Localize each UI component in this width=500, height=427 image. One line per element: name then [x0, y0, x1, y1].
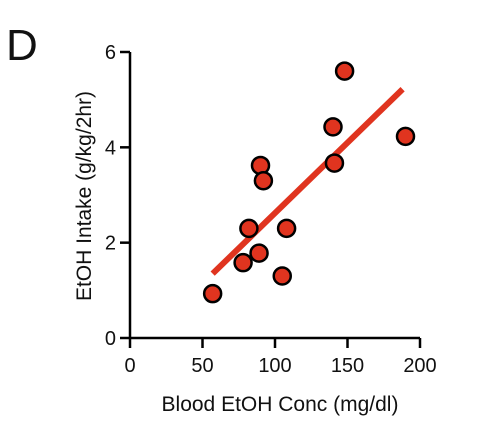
x-axis-title: Blood EtOH Conc (mg/dl) — [162, 393, 399, 416]
x-tick-label: 200 — [403, 355, 436, 377]
axes — [128, 52, 420, 340]
regression-line — [210, 87, 405, 276]
x-tick-label: 0 — [124, 355, 135, 377]
x-tick-label: 50 — [191, 355, 213, 377]
data-point — [202, 283, 223, 304]
data-point — [233, 252, 253, 273]
data-point — [334, 61, 355, 81]
x-tick-label: 150 — [331, 355, 364, 377]
data-point — [239, 218, 259, 239]
y-tick-label: 4 — [105, 137, 116, 159]
data-point — [324, 153, 345, 173]
x-axis-ticks: 0 50 100 150 200 — [124, 338, 437, 377]
data-points — [202, 61, 416, 304]
y-tick-label: 2 — [105, 233, 116, 255]
data-point — [253, 170, 274, 191]
data-point — [395, 126, 416, 147]
data-point — [272, 266, 292, 286]
y-tick-label: 6 — [105, 42, 116, 64]
x-tick-label: 100 — [258, 355, 291, 377]
data-point — [323, 117, 343, 137]
data-point — [249, 243, 269, 263]
y-tick-label: 0 — [105, 328, 116, 350]
panel-label: D — [6, 21, 38, 70]
data-point — [276, 218, 297, 239]
y-axis-title: EtOH Intake (g/kg/2hr) — [73, 91, 96, 301]
y-axis-ticks: 0 2 4 6 — [105, 42, 130, 350]
